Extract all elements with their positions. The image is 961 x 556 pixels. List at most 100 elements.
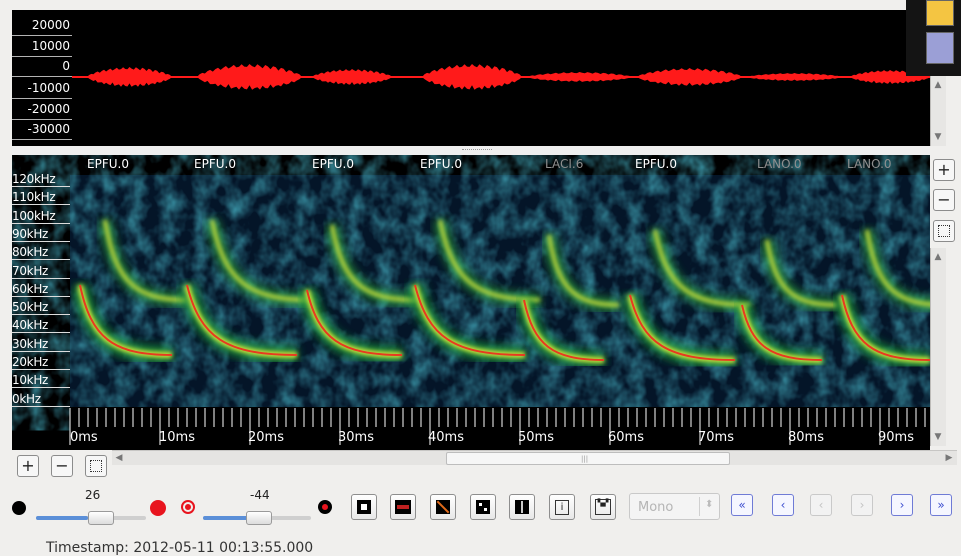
channel-select[interactable]: Mono ⬍ — [629, 493, 720, 520]
call-annotation[interactable]: LACI.6 — [545, 157, 584, 171]
scroll-left-arrow-icon[interactable]: ◀ — [115, 453, 123, 463]
square-icon — [357, 500, 371, 514]
grid-icon: ▚▞ — [595, 499, 611, 515]
channel-select-value: Mono — [638, 500, 674, 515]
left-slider-fill — [36, 516, 88, 520]
next-page-button[interactable]: › — [851, 494, 873, 516]
dots-icon — [476, 500, 490, 514]
time-label: 60ms — [608, 430, 644, 445]
call-contour — [523, 299, 605, 361]
call-annotation[interactable]: EPFU.0 — [194, 157, 236, 171]
call-annotation[interactable]: LANO.0 — [847, 157, 892, 171]
amplitude-label: 20000 — [31, 18, 70, 32]
waveform-burst — [87, 67, 172, 87]
bar-tool-button[interactable] — [509, 494, 535, 520]
diagonal-line-icon — [436, 500, 450, 514]
frequency-label: 120kHz — [12, 172, 56, 186]
call-contour — [741, 304, 823, 361]
horizontal-scrollbar[interactable]: ◀ ||| ▶ — [112, 450, 957, 465]
waveform-burst — [197, 64, 302, 90]
line-tool-button[interactable] — [430, 494, 456, 520]
time-label: 10ms — [159, 430, 195, 445]
call-annotation[interactable]: EPFU.0 — [87, 157, 129, 171]
threshold-high-icon — [318, 500, 332, 514]
time-label: 70ms — [698, 430, 734, 445]
previous-page-button[interactable]: ‹ — [810, 494, 832, 516]
points-tool-button[interactable] — [470, 494, 496, 520]
swatch-purple[interactable] — [926, 32, 954, 64]
call-contour — [841, 294, 930, 361]
updown-arrow-icon: ⬍ — [705, 499, 714, 510]
rewind-button[interactable]: « — [731, 494, 753, 516]
timestamp-status: Timestamp: 2012-05-11 00:13:55.000 — [46, 540, 314, 556]
box-tool-button[interactable] — [390, 494, 416, 520]
time-label: 40ms — [428, 430, 464, 445]
scroll-up-arrow-icon[interactable]: ▲ — [934, 80, 942, 90]
frequency-label: 70kHz — [12, 263, 49, 278]
left-slider-handle[interactable] — [88, 511, 114, 525]
amplitude-label: -30000 — [27, 122, 70, 136]
waveform-burst — [527, 72, 632, 82]
time-label: 80ms — [788, 430, 824, 445]
right-slider-handle[interactable] — [246, 511, 272, 525]
bar-icon — [515, 500, 529, 514]
waveform-burst — [747, 73, 842, 81]
frequency-label: 50kHz — [12, 300, 49, 315]
frequency-label: 10kHz — [12, 373, 49, 388]
frequency-label: 0kHz — [12, 391, 41, 406]
time-label: 0ms — [70, 430, 98, 445]
time-label: 20ms — [248, 430, 284, 445]
left-slider-value: 26 — [85, 488, 101, 502]
waveform-burst — [637, 68, 742, 86]
zoom-out-horizontal-button[interactable]: − — [51, 455, 73, 477]
fit-icon — [938, 225, 950, 237]
frequency-label: 90kHz — [12, 226, 49, 241]
scroll-right-arrow-icon[interactable]: ▶ — [945, 453, 953, 463]
info-icon: i — [555, 499, 569, 515]
scroll-down-arrow-icon[interactable]: ▼ — [934, 432, 942, 442]
zoom-in-horizontal-button[interactable]: + — [17, 455, 39, 477]
double-chevron-left-icon: « — [738, 498, 746, 512]
call-annotation[interactable]: EPFU.0 — [635, 157, 677, 171]
swatch-yellow[interactable] — [926, 0, 954, 26]
waveform-burst — [312, 69, 392, 85]
record-outline-icon[interactable] — [181, 500, 195, 514]
next-button[interactable]: › — [891, 494, 913, 516]
amplitude-label: -10000 — [27, 81, 70, 95]
call-annotation[interactable]: EPFU.0 — [312, 157, 354, 171]
plus-icon: + — [937, 160, 951, 179]
previous-button[interactable]: ‹ — [772, 494, 794, 516]
select-tool-button[interactable] — [351, 494, 377, 520]
metadata-button[interactable]: ▚▞ — [590, 494, 616, 520]
waveform-burst — [422, 64, 522, 90]
fit-horizontal-button[interactable] — [85, 455, 107, 477]
chevron-left-icon: ‹ — [780, 498, 786, 512]
panel-splitter[interactable] — [12, 146, 930, 155]
minus-icon: − — [55, 456, 69, 475]
call-annotation[interactable]: LANO.0 — [757, 157, 802, 171]
record-icon[interactable] — [150, 500, 166, 516]
spectrogram-plot — [69, 175, 930, 450]
amplitude-label: -20000 — [27, 102, 70, 116]
fit-vertical-button[interactable] — [933, 220, 955, 242]
scroll-down-arrow-icon[interactable]: ▼ — [934, 132, 942, 142]
frequency-label: 20kHz — [12, 355, 49, 369]
spectrogram-vscrollbar[interactable]: ▲ ▼ — [930, 248, 946, 446]
spectrogram-panel[interactable]: EPFU.0 EPFU.0 EPFU.0 EPFU.0 LACI.6 EPFU.0 LANO… — [12, 155, 930, 450]
call-contour — [306, 289, 403, 356]
horizontal-scroll-thumb[interactable]: ||| — [446, 452, 730, 465]
chevron-left-disabled-icon: ‹ — [818, 498, 824, 512]
call-contour — [629, 294, 736, 361]
frequency-label: 40kHz — [12, 318, 49, 333]
scroll-up-arrow-icon[interactable]: ▲ — [934, 252, 942, 262]
chevron-right-icon: › — [899, 498, 905, 512]
minus-icon: − — [937, 190, 951, 209]
zoom-out-vertical-button[interactable]: − — [933, 189, 955, 211]
waveform-panel[interactable]: 20000 10000 0 -10000 -20000 -30000 — [12, 10, 930, 146]
waveform-plot — [72, 64, 930, 90]
double-chevron-right-icon: » — [937, 498, 945, 512]
zoom-in-vertical-button[interactable]: + — [933, 159, 955, 181]
call-annotation[interactable]: EPFU.0 — [420, 157, 462, 171]
info-button[interactable]: i — [549, 494, 575, 520]
forward-button[interactable]: » — [930, 494, 952, 516]
